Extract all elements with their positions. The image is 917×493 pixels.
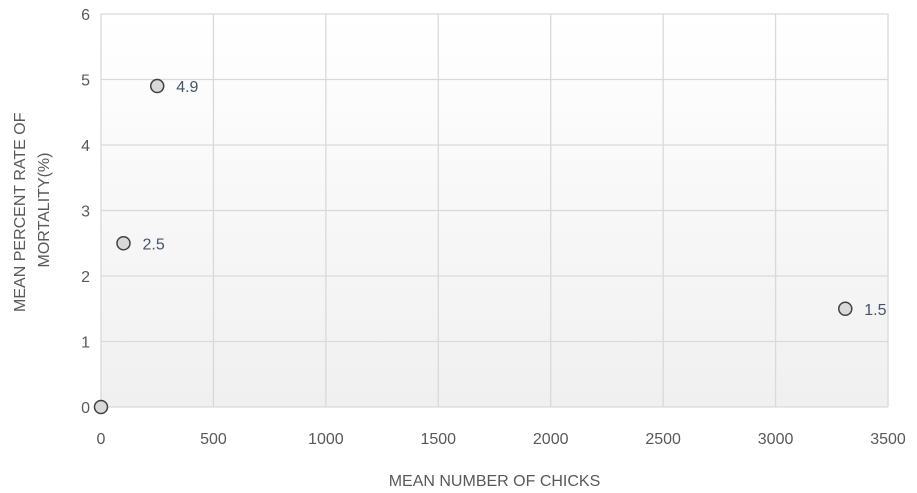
data-label: 2.5 bbox=[142, 236, 164, 253]
x-tick-label: 500 bbox=[200, 431, 227, 448]
data-labels: 2.5 4.9 1.5 bbox=[142, 79, 886, 319]
y-tick-label: 4 bbox=[81, 138, 90, 155]
x-tick-label: 0 bbox=[97, 431, 106, 448]
y-tick-label: 3 bbox=[81, 204, 90, 221]
x-tick-label: 1500 bbox=[420, 431, 456, 448]
y-axis-tick-labels: 0 1 2 3 4 5 6 bbox=[81, 7, 90, 417]
data-point bbox=[116, 236, 131, 251]
y-tick-label: 5 bbox=[81, 73, 90, 90]
y-axis-title-line-2: MORTALITY(%) bbox=[36, 153, 53, 268]
x-tick-label: 2500 bbox=[645, 431, 681, 448]
x-tick-label: 2000 bbox=[533, 431, 569, 448]
y-tick-label: 2 bbox=[81, 269, 90, 286]
y-tick-label: 0 bbox=[81, 400, 90, 417]
gridlines bbox=[100, 13, 889, 408]
x-tick-label: 3500 bbox=[870, 431, 906, 448]
data-point bbox=[93, 399, 109, 415]
y-tick-label: 1 bbox=[81, 335, 90, 352]
x-tick-label: 3000 bbox=[758, 431, 794, 448]
data-point bbox=[149, 78, 165, 94]
y-tick-label: 6 bbox=[81, 7, 90, 24]
y-axis-title: MEAN PERCENT RATE OF MORTALITY(%) bbox=[12, 108, 53, 312]
x-axis-title: MEAN NUMBER OF CHICKS bbox=[389, 473, 601, 490]
data-point bbox=[838, 301, 853, 316]
x-axis-tick-labels: 0 500 1000 1500 2000 2500 3000 3500 bbox=[97, 431, 906, 448]
data-points bbox=[93, 78, 853, 415]
data-label: 4.9 bbox=[176, 79, 198, 96]
data-label: 1.5 bbox=[864, 302, 886, 319]
y-axis-title-line-1: MEAN PERCENT RATE OF bbox=[12, 112, 29, 312]
x-tick-label: 1000 bbox=[308, 431, 344, 448]
